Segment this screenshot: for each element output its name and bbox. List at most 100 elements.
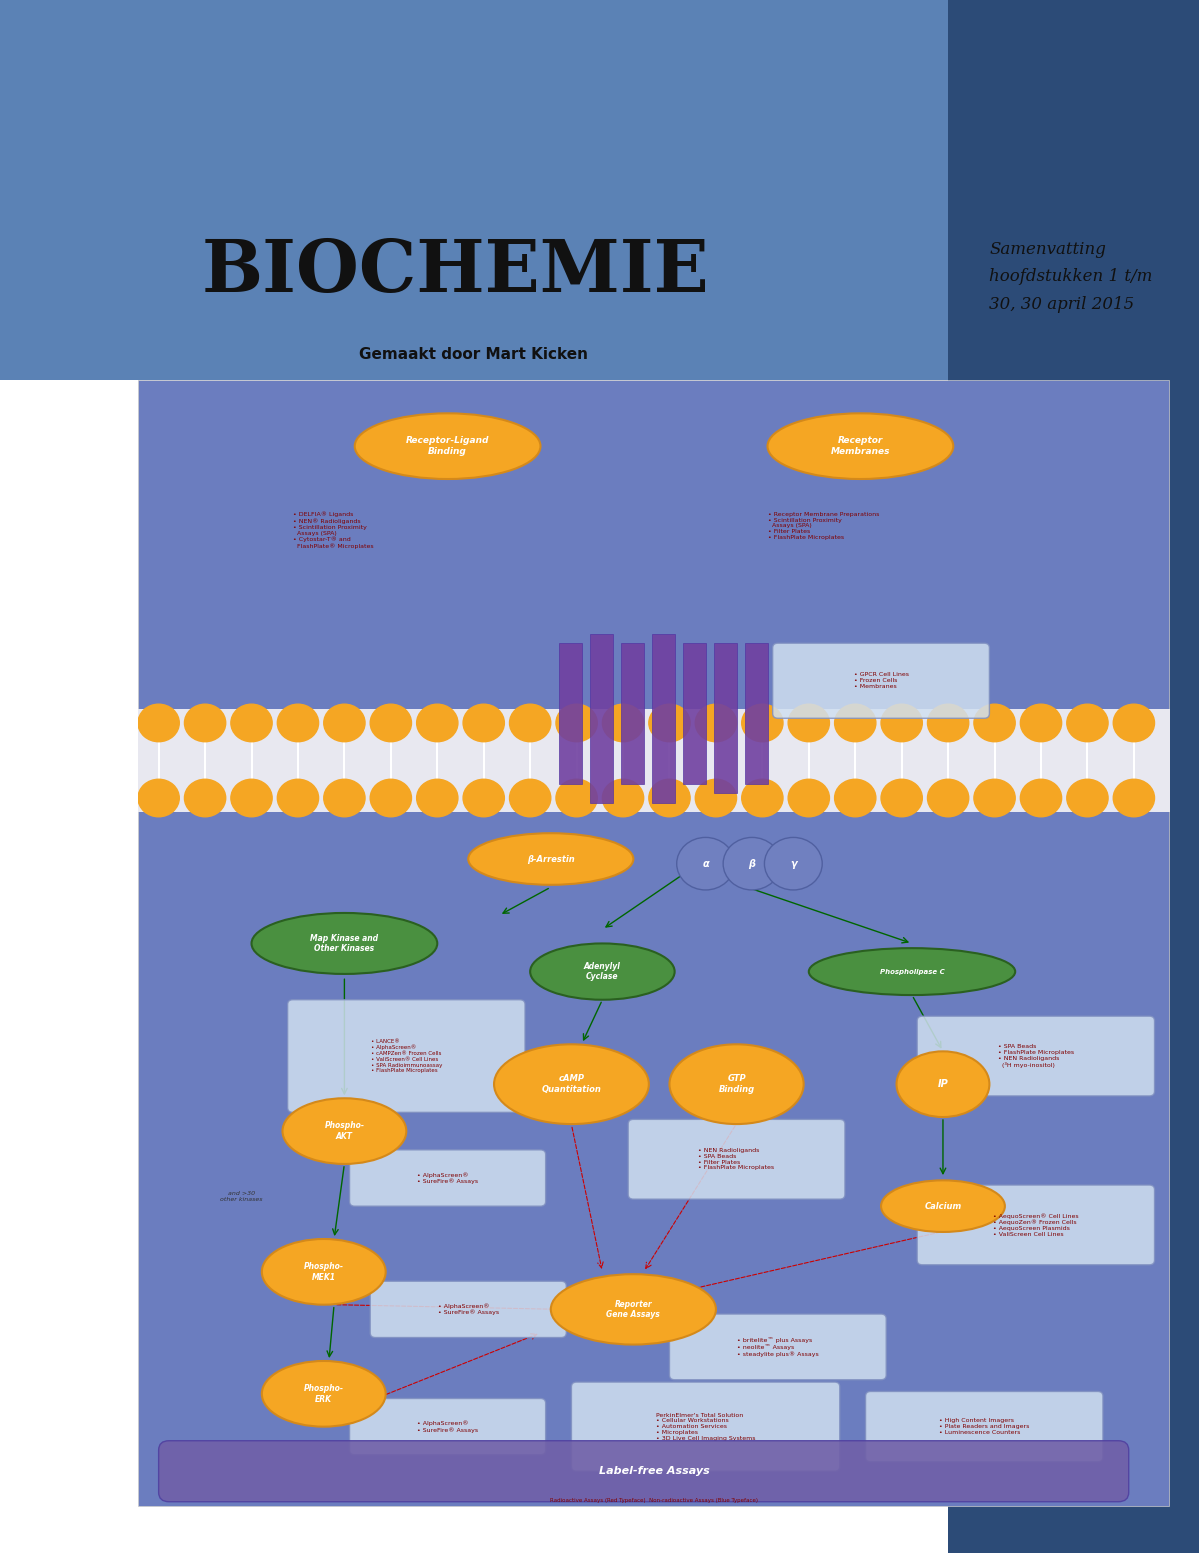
Ellipse shape [252, 913, 437, 974]
Bar [138, 708, 1170, 812]
Circle shape [677, 837, 734, 890]
Circle shape [928, 704, 968, 742]
Text: Gemaakt door Mart Kicken: Gemaakt door Mart Kicken [359, 346, 588, 362]
Circle shape [1067, 780, 1108, 817]
Text: • NEN Radioligands
• SPA Beads
• Filter Plates
• FlashPlate Microplates: • NEN Radioligands • SPA Beads • Filter … [698, 1148, 775, 1171]
Circle shape [463, 780, 504, 817]
Bar [714, 643, 737, 794]
Text: Phospho-
MEK1: Phospho- MEK1 [304, 1263, 343, 1281]
Text: Receptor-Ligand
Binding: Receptor-Ligand Binding [406, 436, 490, 457]
Ellipse shape [494, 1044, 649, 1124]
Circle shape [602, 780, 643, 817]
Circle shape [724, 837, 781, 890]
Circle shape [510, 704, 551, 742]
FancyBboxPatch shape [948, 380, 1199, 1553]
FancyBboxPatch shape [629, 1120, 845, 1199]
Circle shape [742, 704, 784, 742]
Circle shape [277, 780, 319, 817]
Ellipse shape [881, 1180, 1004, 1232]
Text: Radioactive Assays (Red Typeface)  Non-radioactive Assays (Blue Typeface): Radioactive Assays (Red Typeface) Non-ra… [550, 1497, 758, 1503]
Bar [745, 643, 768, 784]
FancyBboxPatch shape [773, 643, 989, 717]
Text: BIOCHEMIE: BIOCHEMIE [202, 236, 709, 307]
FancyBboxPatch shape [917, 1185, 1154, 1264]
Circle shape [742, 780, 784, 817]
Ellipse shape [896, 1051, 990, 1117]
Text: Receptor
Membranes: Receptor Membranes [830, 436, 890, 457]
Circle shape [324, 704, 365, 742]
Circle shape [602, 704, 643, 742]
Text: β: β [749, 859, 756, 868]
FancyBboxPatch shape [917, 1016, 1154, 1096]
Circle shape [277, 704, 319, 742]
Circle shape [463, 704, 504, 742]
Text: • SPA Beads
• FlashPlate Microplates
• NEN Radioligands
  (³H myo-inositol): • SPA Beads • FlashPlate Microplates • N… [997, 1044, 1074, 1068]
Text: • High Content Imagers
• Plate Readers and Imagers
• Luminescence Counters: • High Content Imagers • Plate Readers a… [940, 1418, 1030, 1435]
FancyBboxPatch shape [948, 0, 1199, 380]
Text: IP: IP [937, 1079, 948, 1089]
FancyBboxPatch shape [288, 1000, 526, 1112]
Circle shape [185, 704, 226, 742]
Bar [652, 634, 674, 803]
Circle shape [324, 780, 365, 817]
FancyBboxPatch shape [571, 1382, 840, 1471]
Circle shape [974, 704, 1015, 742]
Ellipse shape [768, 413, 953, 478]
Text: Map Kinase and
Other Kinases: Map Kinase and Other Kinases [311, 933, 378, 954]
Text: Reporter
Gene Assays: Reporter Gene Assays [606, 1300, 660, 1318]
Text: cAMP
Quantitation: cAMP Quantitation [541, 1075, 601, 1093]
Text: Adenylyl
Cyclase: Adenylyl Cyclase [584, 961, 620, 981]
FancyBboxPatch shape [349, 1399, 546, 1455]
Text: β-Arrestin: β-Arrestin [527, 854, 575, 863]
Bar [683, 643, 706, 784]
Circle shape [764, 837, 822, 890]
Circle shape [185, 780, 226, 817]
Circle shape [1067, 704, 1108, 742]
Circle shape [695, 704, 737, 742]
FancyBboxPatch shape [158, 1441, 1129, 1502]
Text: α: α [702, 859, 709, 868]
Circle shape [1114, 704, 1154, 742]
Text: • AlphaScreen®
• SureFire® Assays: • AlphaScreen® • SureFire® Assays [418, 1173, 478, 1183]
Bar [620, 643, 643, 784]
Ellipse shape [468, 834, 634, 885]
Circle shape [788, 780, 829, 817]
Text: PerkinElmer's Total Solution
• Cellular Workstations
• Automation Services
• Mic: PerkinElmer's Total Solution • Cellular … [656, 1413, 755, 1441]
Text: • AequoScreen® Cell Lines
• AequoZen® Frozen Cells
• AequoScreen Plasmids
• Vali: • AequoScreen® Cell Lines • AequoZen® Fr… [994, 1213, 1079, 1236]
Circle shape [556, 704, 598, 742]
Text: Phospho-
AKT: Phospho- AKT [324, 1121, 365, 1141]
Bar [590, 634, 613, 803]
Circle shape [416, 704, 458, 742]
Circle shape [974, 780, 1015, 817]
Text: • britelite™ plus Assays
• neolite™ Assays
• steadylite plus® Assays: • britelite™ plus Assays • neolite™ Assa… [737, 1337, 818, 1356]
FancyBboxPatch shape [865, 1391, 1103, 1461]
Ellipse shape [670, 1044, 804, 1124]
Text: • LANCE®
• AlphaScreen®
• cAMPZen® Frozen Cells
• ValiScreen® Cell Lines
• SPA R: • LANCE® • AlphaScreen® • cAMPZen® Froze… [371, 1039, 442, 1073]
Circle shape [230, 704, 272, 742]
FancyBboxPatch shape [349, 1149, 546, 1207]
Ellipse shape [262, 1239, 385, 1305]
FancyBboxPatch shape [670, 1314, 886, 1379]
Text: • Receptor Membrane Preparations
• Scintillation Proximity
  Assays (SPA)
• Filt: • Receptor Membrane Preparations • Scint… [768, 512, 878, 540]
Circle shape [1020, 780, 1062, 817]
Circle shape [1020, 704, 1062, 742]
Ellipse shape [809, 949, 1015, 995]
Circle shape [138, 780, 179, 817]
Circle shape [416, 780, 458, 817]
Text: • GPCR Cell Lines
• Frozen Cells
• Membranes: • GPCR Cell Lines • Frozen Cells • Membr… [853, 672, 908, 690]
Circle shape [556, 780, 598, 817]
Text: Samenvatting
hoofdstukken 1 t/m
30, 30 april 2015: Samenvatting hoofdstukken 1 t/m 30, 30 a… [990, 241, 1153, 312]
Circle shape [835, 780, 876, 817]
Text: • DELFIA® Ligands
• NEN® Radioligands
• Scintillation Proximity
  Assays (SPA)
•: • DELFIA® Ligands • NEN® Radioligands • … [293, 512, 373, 548]
Circle shape [510, 780, 551, 817]
Text: Phospholipase C: Phospholipase C [880, 969, 944, 975]
Text: Phospho-
ERK: Phospho- ERK [304, 1384, 343, 1404]
FancyBboxPatch shape [138, 380, 1169, 1506]
Circle shape [649, 704, 690, 742]
Text: Label-free Assays: Label-free Assays [599, 1466, 709, 1475]
Ellipse shape [282, 1098, 407, 1163]
Circle shape [230, 780, 272, 817]
Circle shape [1114, 780, 1154, 817]
Ellipse shape [551, 1273, 716, 1345]
Text: • AlphaScreen®
• SureFire® Assays: • AlphaScreen® • SureFire® Assays [438, 1303, 499, 1315]
